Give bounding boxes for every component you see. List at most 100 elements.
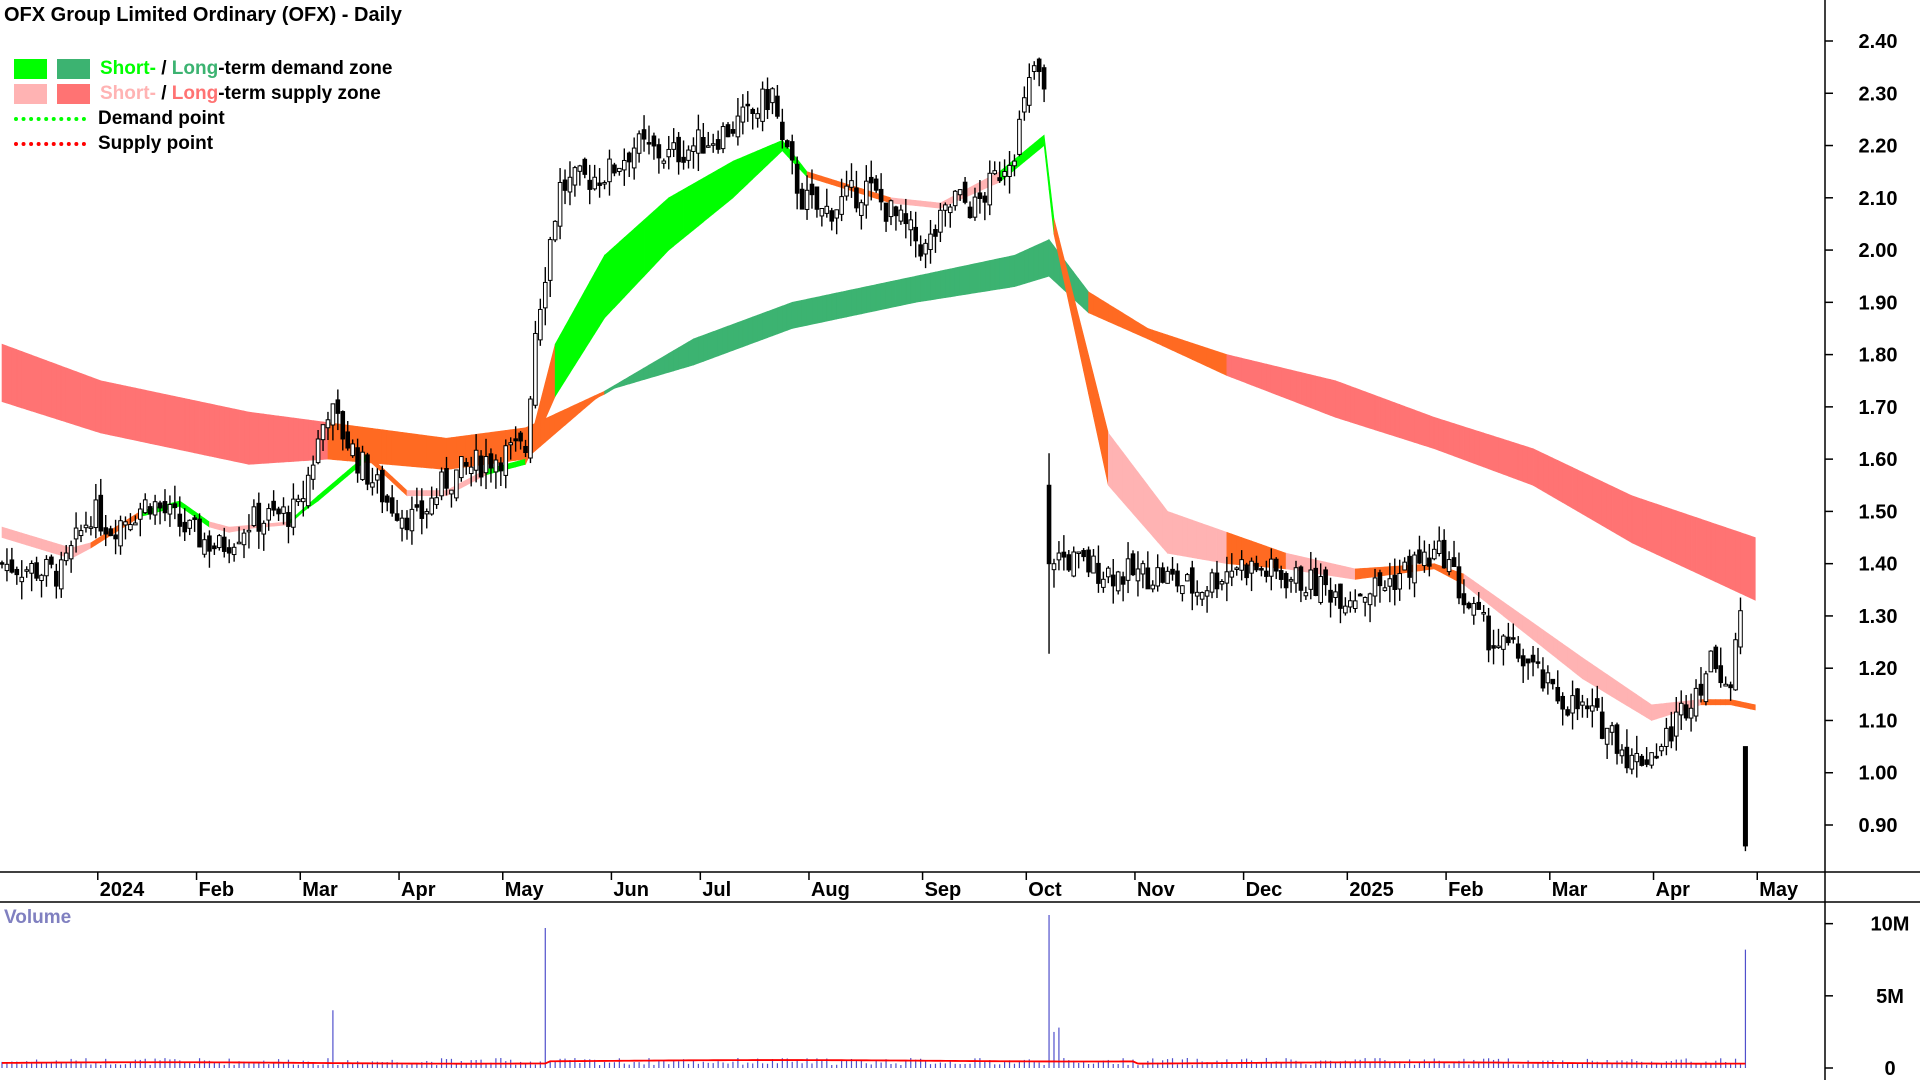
candle-body bbox=[498, 462, 504, 472]
long-term-zone-segment bbox=[1103, 300, 1109, 322]
long-term-zone-segment bbox=[1448, 421, 1455, 457]
short-term-zone-segment bbox=[910, 199, 916, 206]
short-term-zone-segment bbox=[1493, 594, 1499, 613]
long-term-zone-segment bbox=[994, 258, 1000, 291]
y-tick-label: 1.30 bbox=[1859, 606, 1898, 628]
short-term-zone-segment bbox=[1740, 701, 1746, 709]
candle-body bbox=[1481, 611, 1486, 615]
x-tick-label: Apr bbox=[401, 879, 436, 901]
candle-body bbox=[513, 438, 518, 442]
long-term-zone-segment bbox=[1552, 457, 1559, 501]
long-term-zone-segment bbox=[120, 384, 126, 439]
candle-body bbox=[1397, 573, 1403, 590]
short-term-zone-segment bbox=[559, 325, 566, 390]
candle-body bbox=[1091, 555, 1096, 574]
candle-body bbox=[1362, 597, 1368, 603]
supply-short-swatch bbox=[14, 83, 47, 104]
long-term-zone-segment bbox=[796, 299, 803, 328]
candle-body bbox=[1659, 745, 1664, 752]
candle-body bbox=[1026, 77, 1032, 106]
long-term-zone-segment bbox=[6, 345, 13, 406]
candle-body bbox=[992, 170, 998, 175]
short-term-zone-segment bbox=[693, 180, 699, 231]
candle-body bbox=[1056, 552, 1062, 561]
candle-body bbox=[1742, 746, 1748, 847]
long-term-zone-segment bbox=[1340, 382, 1346, 421]
long-term-zone-segment bbox=[1078, 277, 1084, 309]
long-term-zone-segment bbox=[1424, 413, 1430, 448]
short-term-zone-segment bbox=[614, 241, 620, 309]
short-term-zone-segment bbox=[243, 525, 250, 531]
long-term-zone-segment bbox=[441, 437, 447, 470]
candle-body bbox=[1096, 562, 1101, 584]
y-tick-label: 0.90 bbox=[1859, 815, 1898, 837]
short-term-zone-segment bbox=[1354, 568, 1361, 580]
candle-body bbox=[1115, 571, 1121, 592]
candle-body bbox=[1155, 567, 1161, 587]
long-term-zone-segment bbox=[1275, 366, 1282, 397]
candle-body bbox=[251, 506, 257, 527]
long-term-zone-segment bbox=[307, 419, 314, 461]
long-term-zone-segment bbox=[70, 369, 77, 426]
long-term-zone-segment bbox=[110, 382, 116, 437]
long-term-zone-segment bbox=[1182, 339, 1188, 358]
x-tick-label: Jun bbox=[613, 879, 649, 901]
candle-body bbox=[231, 546, 237, 556]
x-tick-label: Oct bbox=[1028, 879, 1062, 901]
candle-body bbox=[340, 411, 346, 440]
short-term-zone-segment bbox=[1616, 680, 1623, 704]
candle-body bbox=[676, 136, 681, 163]
candle-body bbox=[1278, 570, 1284, 580]
x-tick-label: Nov bbox=[1137, 879, 1176, 901]
supply-point-swatch bbox=[14, 141, 86, 146]
short-term-zone-segment bbox=[1582, 657, 1588, 683]
candle-body bbox=[355, 447, 360, 474]
candle-body bbox=[1229, 570, 1235, 578]
short-term-zone-segment bbox=[100, 532, 107, 543]
candle-body bbox=[681, 156, 686, 163]
candle-body bbox=[1219, 580, 1225, 585]
long-term-zone-segment bbox=[1705, 520, 1712, 581]
long-term-zone-segment bbox=[1730, 528, 1736, 592]
long-term-zone-segment bbox=[1463, 426, 1470, 462]
volume-average-line bbox=[1, 1059, 1746, 1065]
candle-body bbox=[784, 140, 790, 148]
long-term-zone-segment bbox=[782, 303, 788, 333]
volume-tick-label: 10M bbox=[1871, 914, 1910, 936]
long-term-zone-segment bbox=[599, 390, 605, 397]
long-term-zone-segment bbox=[1162, 332, 1168, 349]
candle-body bbox=[1599, 711, 1605, 739]
long-term-zone-segment bbox=[1690, 515, 1697, 574]
long-term-zone-segment bbox=[1127, 315, 1134, 333]
candle-body bbox=[745, 103, 751, 107]
short-term-zone-segment bbox=[1522, 615, 1529, 637]
candle-body bbox=[1071, 551, 1077, 577]
candle-body bbox=[602, 182, 607, 185]
long-term-zone-segment bbox=[1019, 250, 1025, 286]
candle-body bbox=[1076, 551, 1081, 554]
y-tick-label: 1.60 bbox=[1859, 449, 1898, 471]
long-term-zone-segment bbox=[1310, 374, 1317, 411]
short-term-zone-segment bbox=[80, 543, 87, 554]
candle-body bbox=[1545, 672, 1551, 684]
candle-body bbox=[276, 508, 281, 515]
short-term-zone-segment bbox=[688, 183, 694, 235]
demand-long-swatch bbox=[57, 58, 90, 79]
candle-body bbox=[1130, 553, 1136, 576]
candle-body bbox=[202, 539, 207, 555]
short-term-zone-segment bbox=[401, 485, 408, 497]
volume-tick-label: 5M bbox=[1876, 986, 1904, 1008]
short-term-zone-segment bbox=[1226, 531, 1233, 565]
long-term-zone-segment bbox=[1651, 501, 1657, 555]
short-term-zone-segment bbox=[209, 521, 215, 529]
short-term-zone-segment bbox=[633, 223, 640, 288]
long-term-zone-segment bbox=[777, 305, 783, 335]
candle-body bbox=[1106, 567, 1111, 578]
long-term-zone-segment bbox=[925, 272, 931, 302]
candle-body bbox=[1120, 576, 1126, 585]
candle-body bbox=[1081, 550, 1086, 558]
y-tick-label: 1.70 bbox=[1859, 397, 1898, 419]
candle-body bbox=[305, 474, 311, 507]
long-term-zone-segment bbox=[742, 318, 749, 348]
short-term-zone-segment bbox=[668, 194, 674, 251]
